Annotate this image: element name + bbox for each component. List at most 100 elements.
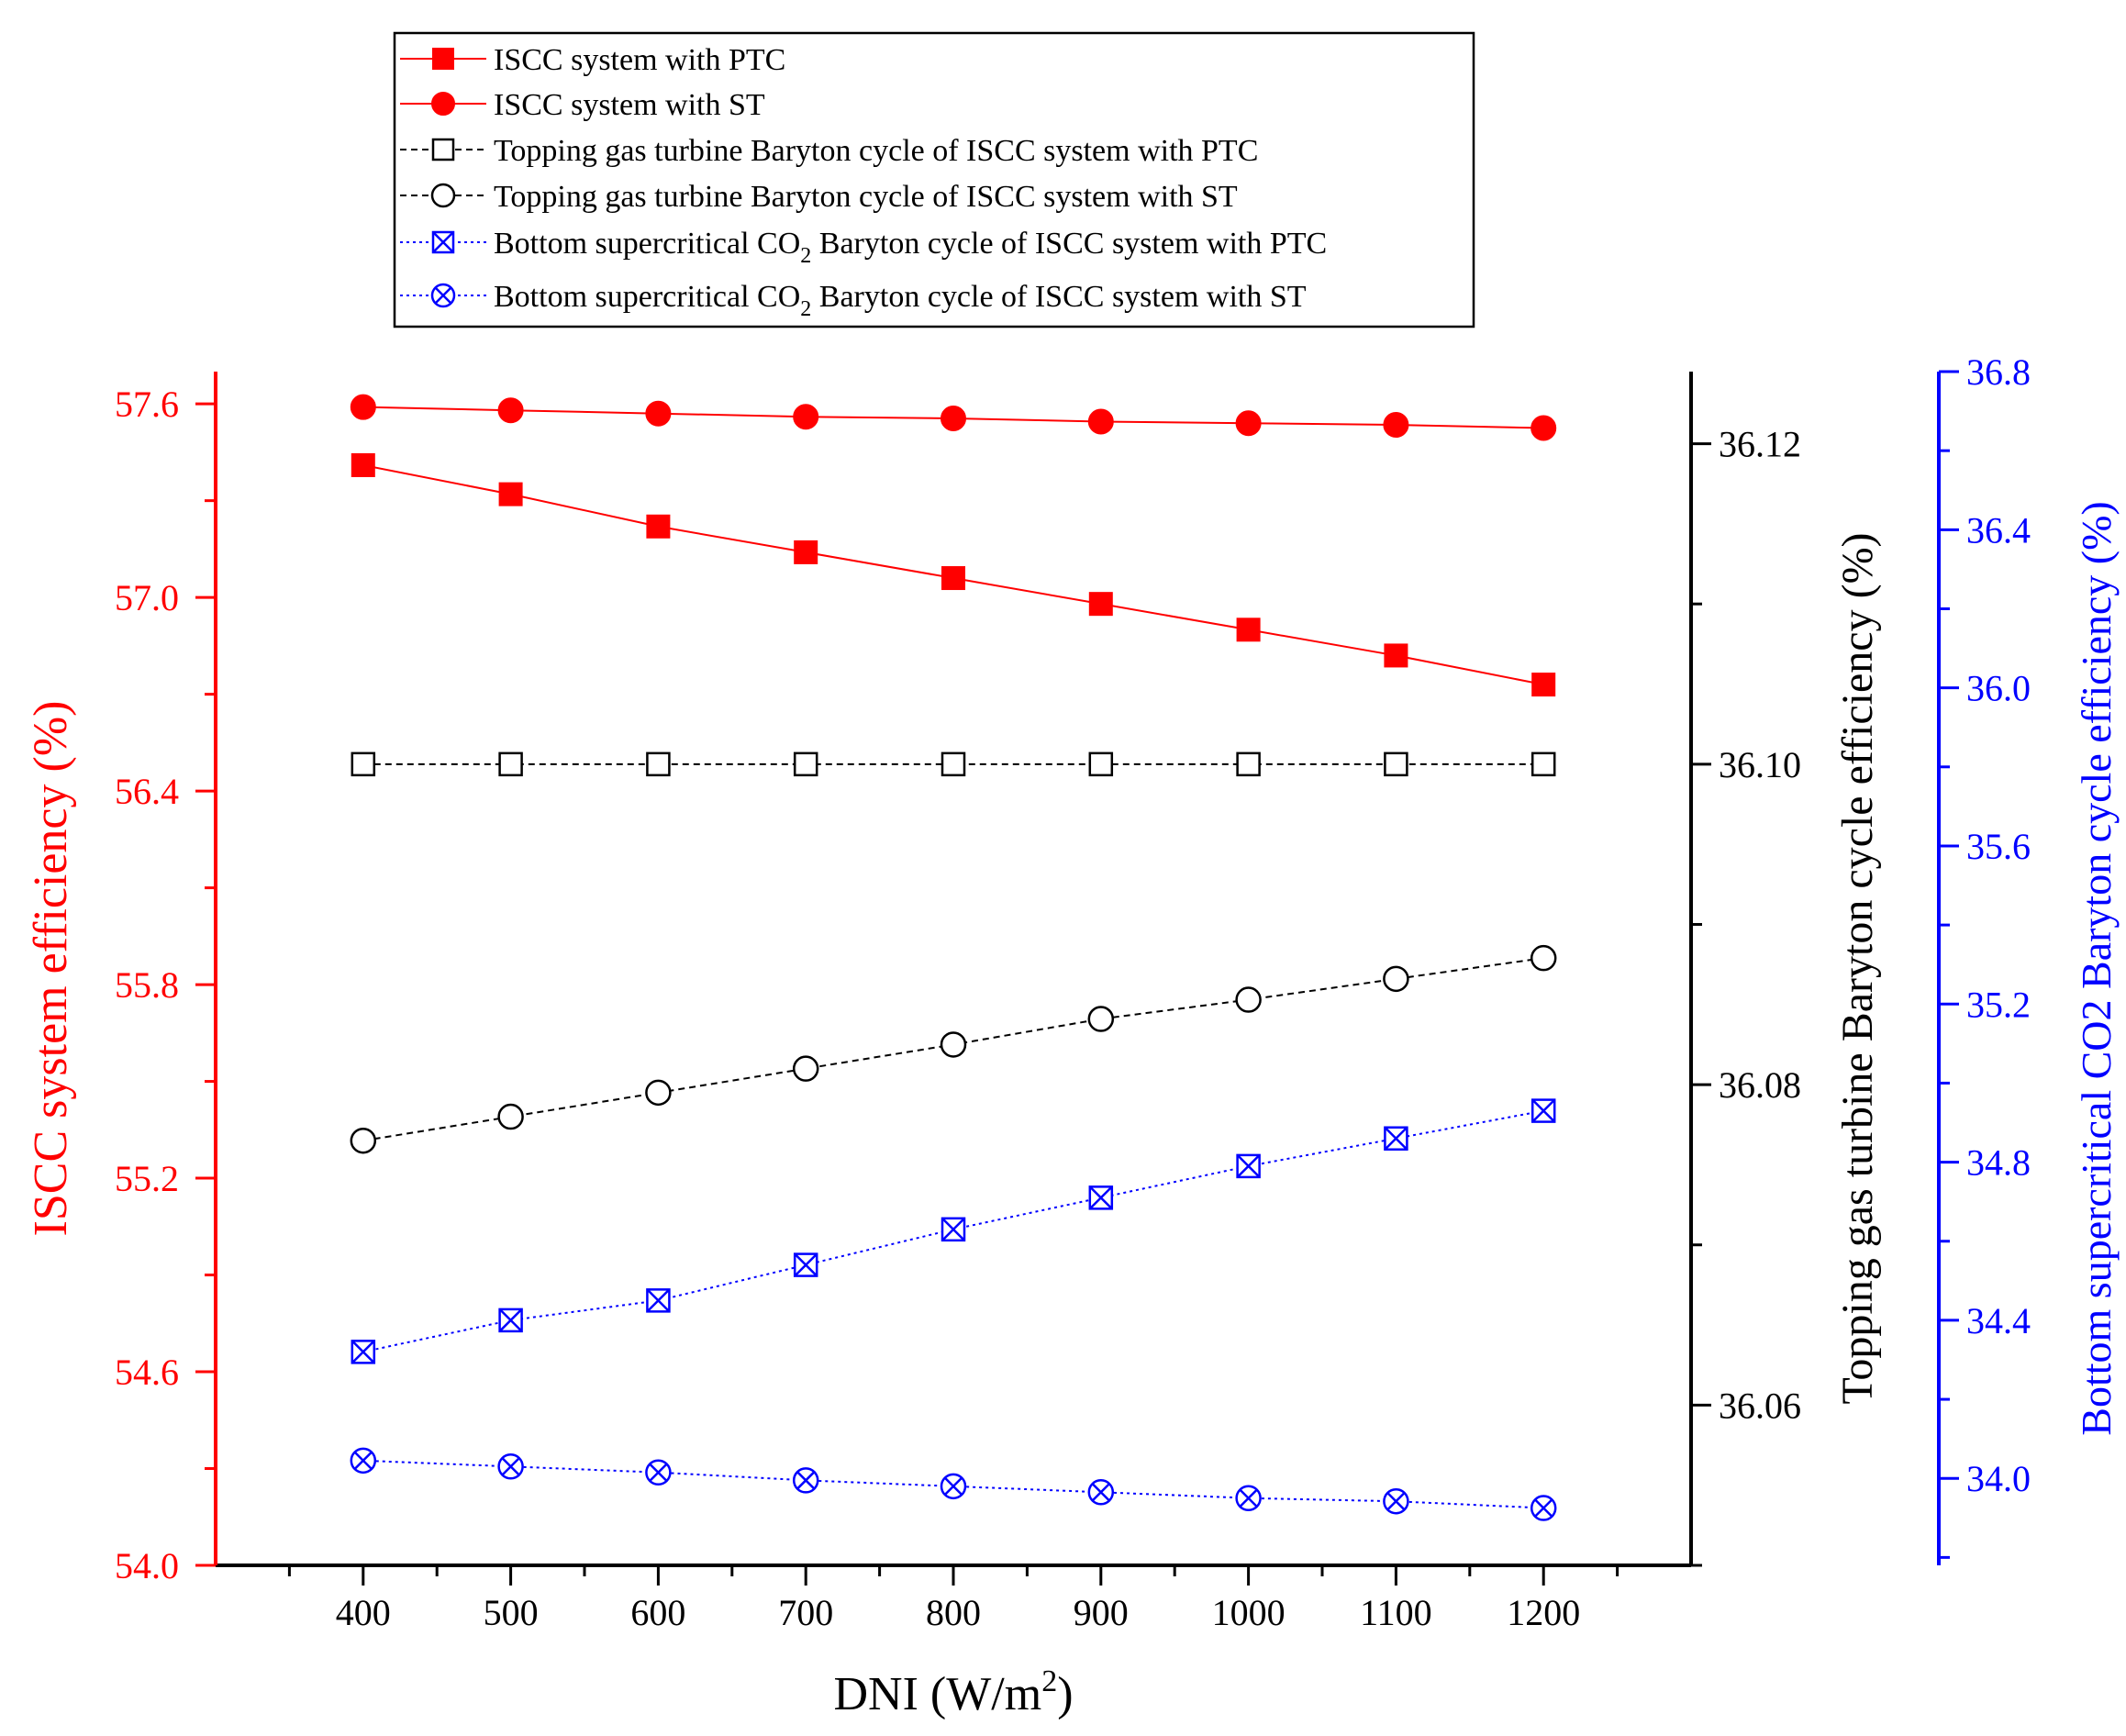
marker-cross [434, 286, 452, 305]
marker-cross [1531, 1098, 1556, 1123]
data-point [792, 1467, 819, 1494]
series-4 [350, 944, 1557, 1154]
data-point [793, 404, 819, 430]
data-point [497, 397, 524, 424]
right2-tick-label: 34.0 [1966, 1458, 2031, 1499]
left-tick-label: 56.4 [115, 771, 179, 812]
legend-marker [430, 183, 456, 208]
data-point [645, 1459, 672, 1486]
data-point [1530, 751, 1556, 777]
data-point [350, 1127, 377, 1154]
data-point [498, 1308, 523, 1333]
series-2 [350, 394, 1557, 441]
right2-tick-label: 36.8 [1966, 351, 2031, 393]
x-tick-label: 1200 [1507, 1592, 1580, 1633]
marker-cross [1384, 1126, 1408, 1151]
right1-tick-label: 36.06 [1719, 1385, 1801, 1426]
data-point [1236, 618, 1261, 642]
x-tick-label: 1100 [1360, 1592, 1432, 1633]
marker-cross [1386, 1492, 1406, 1511]
data-point [497, 1103, 524, 1130]
marker-cross [1236, 1154, 1261, 1178]
series-layer [350, 394, 1557, 1521]
x-axis-title: DNI (W/m2) [833, 1664, 1073, 1720]
data-point [1530, 944, 1557, 972]
data-point [1235, 410, 1262, 437]
data-point [646, 751, 671, 777]
series-1 [351, 452, 1556, 697]
data-point [941, 1217, 966, 1242]
marker-cross [796, 1471, 816, 1490]
data-point [792, 1055, 819, 1082]
marker-cross [432, 231, 454, 253]
right2-tick-label: 35.6 [1966, 826, 2031, 867]
x-tick-label: 900 [1074, 1592, 1129, 1633]
data-point [794, 540, 818, 564]
left-axis-title: ISCC system efficiency (%) [25, 701, 77, 1237]
right1-tick-label: 36.10 [1719, 744, 1801, 785]
plot-axes: 400 500 600 700 800 900 1000 1100 1200 DNI (W/m2)… [25, 351, 2120, 1720]
data-point [1236, 1153, 1261, 1179]
data-point [498, 751, 523, 777]
data-point [351, 751, 376, 777]
left-tick-label: 55.2 [115, 1158, 179, 1199]
marker-cross [353, 1451, 373, 1470]
data-point [941, 405, 966, 431]
marker-cross [1088, 1185, 1113, 1210]
data-point [940, 1031, 967, 1058]
marker-cross [1239, 1488, 1258, 1508]
marker-cross [501, 1457, 520, 1476]
right1-tick-label: 36.12 [1719, 424, 1801, 465]
series-line [362, 1459, 1544, 1509]
x-tick-label: 500 [484, 1592, 539, 1633]
right1-tick-label: 36.08 [1719, 1064, 1801, 1106]
data-point [1530, 415, 1557, 441]
data-point [646, 514, 671, 539]
data-point [1530, 1495, 1557, 1521]
legend-entry: ISCC system with ST [400, 88, 765, 122]
data-point [1088, 1185, 1114, 1210]
marker-cross [794, 1252, 818, 1277]
data-point [646, 1288, 671, 1313]
legend-label: ISCC system with PTC [494, 43, 785, 77]
marker-cross [1091, 1483, 1110, 1502]
legend-marker [431, 138, 455, 161]
data-point [1235, 1485, 1262, 1512]
x-tick-label: 600 [630, 1592, 685, 1633]
data-point [1384, 1126, 1408, 1151]
data-point [1383, 965, 1409, 993]
data-point [645, 1079, 672, 1107]
right2-tick-label: 35.2 [1966, 984, 2031, 1025]
data-point [1530, 1098, 1556, 1123]
legend-marker [431, 92, 455, 116]
series-6 [350, 1447, 1557, 1521]
x-tick-label: 1000 [1212, 1592, 1286, 1633]
data-point [793, 1252, 818, 1277]
legend-marker [430, 283, 456, 308]
right2-tick-label: 34.4 [1966, 1300, 2031, 1341]
left-tick-label: 54.0 [115, 1545, 179, 1586]
data-point [1088, 592, 1113, 617]
series-3 [351, 751, 1556, 777]
legend-entry: Bottom supercritical CO2 Baryton cycle o… [400, 280, 1307, 321]
left-tick-label: 54.6 [115, 1352, 179, 1393]
data-point [1236, 751, 1261, 777]
data-point [351, 452, 375, 477]
marker-cross [943, 1476, 963, 1496]
legend-box [393, 31, 1475, 328]
data-point [350, 1447, 377, 1474]
legend-label: ISCC system with ST [494, 88, 765, 122]
data-point [1087, 1006, 1115, 1032]
right2-tick-label: 34.8 [1966, 1142, 2031, 1184]
right1-axis-title: Topping gas turbine Baryton cycle effici… [1833, 532, 1882, 1404]
data-point [941, 566, 965, 591]
legend-entry: Topping gas turbine Baryton cycle of ISC… [400, 134, 1258, 168]
data-point [1087, 1479, 1115, 1506]
data-point [793, 751, 818, 777]
data-point [1383, 1487, 1409, 1515]
right2-axis-title: Bottom supercritical CO2 Baryton cycle e… [2073, 501, 2120, 1435]
data-point [1088, 751, 1114, 777]
data-point [1087, 408, 1114, 435]
data-point [350, 394, 376, 420]
legend-marker [431, 230, 455, 254]
